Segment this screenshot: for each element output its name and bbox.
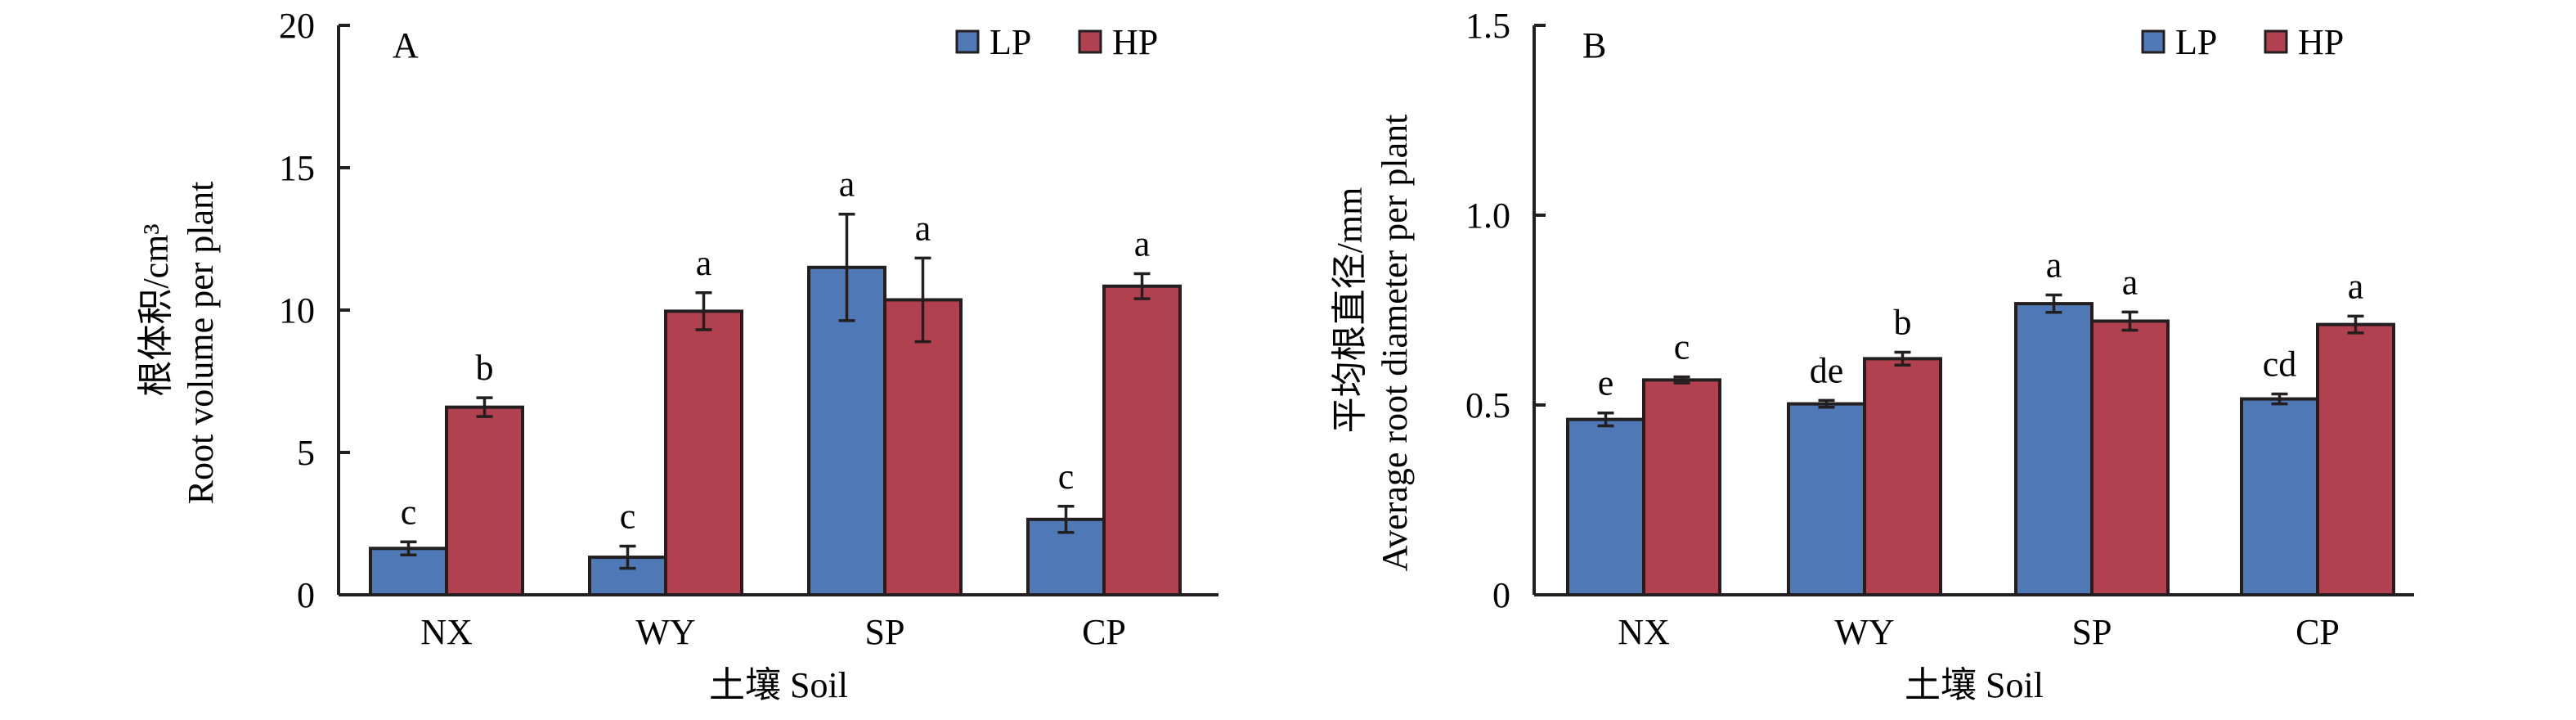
significance-letter: a xyxy=(839,164,855,205)
error-bar xyxy=(400,540,417,557)
significance-letter: e xyxy=(1598,363,1614,403)
y-tick-label: 1.0 xyxy=(1465,196,1510,236)
legend-swatch-hp xyxy=(2264,29,2288,54)
significance-letter: c xyxy=(1674,327,1690,367)
y-tick-label: 15 xyxy=(279,148,315,188)
error-bar xyxy=(2121,310,2138,332)
bar-hp-sp xyxy=(883,298,963,596)
y-tick-label: 5 xyxy=(297,433,315,473)
y-axis-title-en: Root volume per plant xyxy=(181,182,221,505)
bar-hp-wy xyxy=(664,309,743,596)
panel-label: A xyxy=(393,25,419,65)
error-bar xyxy=(2271,392,2288,406)
error-bar xyxy=(1894,350,1911,367)
significance-letter: a xyxy=(2348,266,2364,306)
error-bar xyxy=(914,256,931,344)
significance-letter: a xyxy=(1134,223,1151,263)
legend: LP HP xyxy=(2141,22,2344,62)
error-bar xyxy=(2347,314,2364,335)
error-bar xyxy=(476,396,493,418)
x-tick-label: WY xyxy=(1834,612,1894,652)
legend-label-hp: HP xyxy=(1112,22,1158,62)
bar-hp-nx xyxy=(445,405,524,596)
panel-label: B xyxy=(1582,25,1606,65)
significance-letter: a xyxy=(2046,245,2062,285)
significance-letter: b xyxy=(1894,303,1912,343)
x-tick-label: CP xyxy=(1082,612,1126,652)
error-bar xyxy=(1673,375,1690,385)
y-tick-label: 0 xyxy=(297,575,315,615)
significance-letter: c xyxy=(620,496,636,536)
x-axis-title: 土壤 Soil xyxy=(1905,665,2044,705)
y-tick-label: 1.5 xyxy=(1465,6,1510,46)
y-axis-title-cn: 根体积/cm³ xyxy=(136,223,176,396)
bar-lp-sp xyxy=(2014,302,2094,596)
bar-hp-nx xyxy=(1642,378,1721,596)
error-bar xyxy=(838,212,855,322)
significance-letter: c xyxy=(1058,457,1075,497)
error-bar xyxy=(1818,398,1835,409)
significance-letter: cd xyxy=(2263,344,2297,385)
legend-swatch-lp xyxy=(955,29,980,54)
bar-lp-nx xyxy=(1566,417,1645,597)
x-axis-title: 土壤 Soil xyxy=(709,665,848,705)
bar-hp-sp xyxy=(2090,319,2170,596)
chart-panel-a: 0 5 10 15 20 c c a c b a a a NX WY SP CP 土壤 Soil 根体积/cm³ Ro… xyxy=(136,6,1218,705)
error-bar xyxy=(1057,505,1075,534)
y-axis-title-en: Average root diameter per plant xyxy=(1375,115,1415,572)
x-tick-label: WY xyxy=(635,612,695,652)
y-tick-label: 0 xyxy=(1492,575,1510,615)
y-tick-label: 0.5 xyxy=(1465,385,1510,425)
x-tick-label: NX xyxy=(420,612,473,652)
bar-hp-wy xyxy=(1863,357,1942,596)
bar-hp-cp xyxy=(2316,322,2395,596)
bar-hp-cp xyxy=(1102,284,1182,596)
chart-panel-b: 0 0.5 1.0 1.5 e de a cd c b a a NX WY SP CP 土壤 Soil 平均根直径… xyxy=(1330,6,2414,705)
legend-label-lp: LP xyxy=(2175,22,2217,62)
legend: LP HP xyxy=(955,22,1158,62)
y-tick-label: 10 xyxy=(279,290,315,331)
x-tick-label: NX xyxy=(1618,612,1670,652)
error-bar xyxy=(1597,411,1614,428)
bar-lp-wy xyxy=(1787,402,1866,596)
significance-letter: c xyxy=(401,492,417,532)
significance-letter: a xyxy=(915,208,931,248)
significance-letter: a xyxy=(2122,262,2138,302)
y-axis-title-cn: 平均根直径/mm xyxy=(1330,187,1370,434)
significance-letter: a xyxy=(696,243,712,283)
x-tick-label: CP xyxy=(2296,612,2340,652)
legend-swatch-hp xyxy=(1078,29,1102,54)
significance-letter: b xyxy=(476,348,494,388)
error-bar xyxy=(2045,293,2062,314)
legend-swatch-lp xyxy=(2141,29,2165,54)
x-tick-label: SP xyxy=(2072,612,2112,652)
x-tick-label: SP xyxy=(865,612,905,652)
error-bar xyxy=(695,291,712,331)
legend-label-lp: LP xyxy=(990,22,1031,62)
y-tick-label: 20 xyxy=(279,6,315,46)
significance-letter: de xyxy=(1810,350,1844,390)
bar-lp-cp xyxy=(2240,397,2319,596)
error-bar xyxy=(1133,272,1151,300)
legend-label-hp: HP xyxy=(2298,22,2344,62)
error-bar xyxy=(619,544,636,570)
